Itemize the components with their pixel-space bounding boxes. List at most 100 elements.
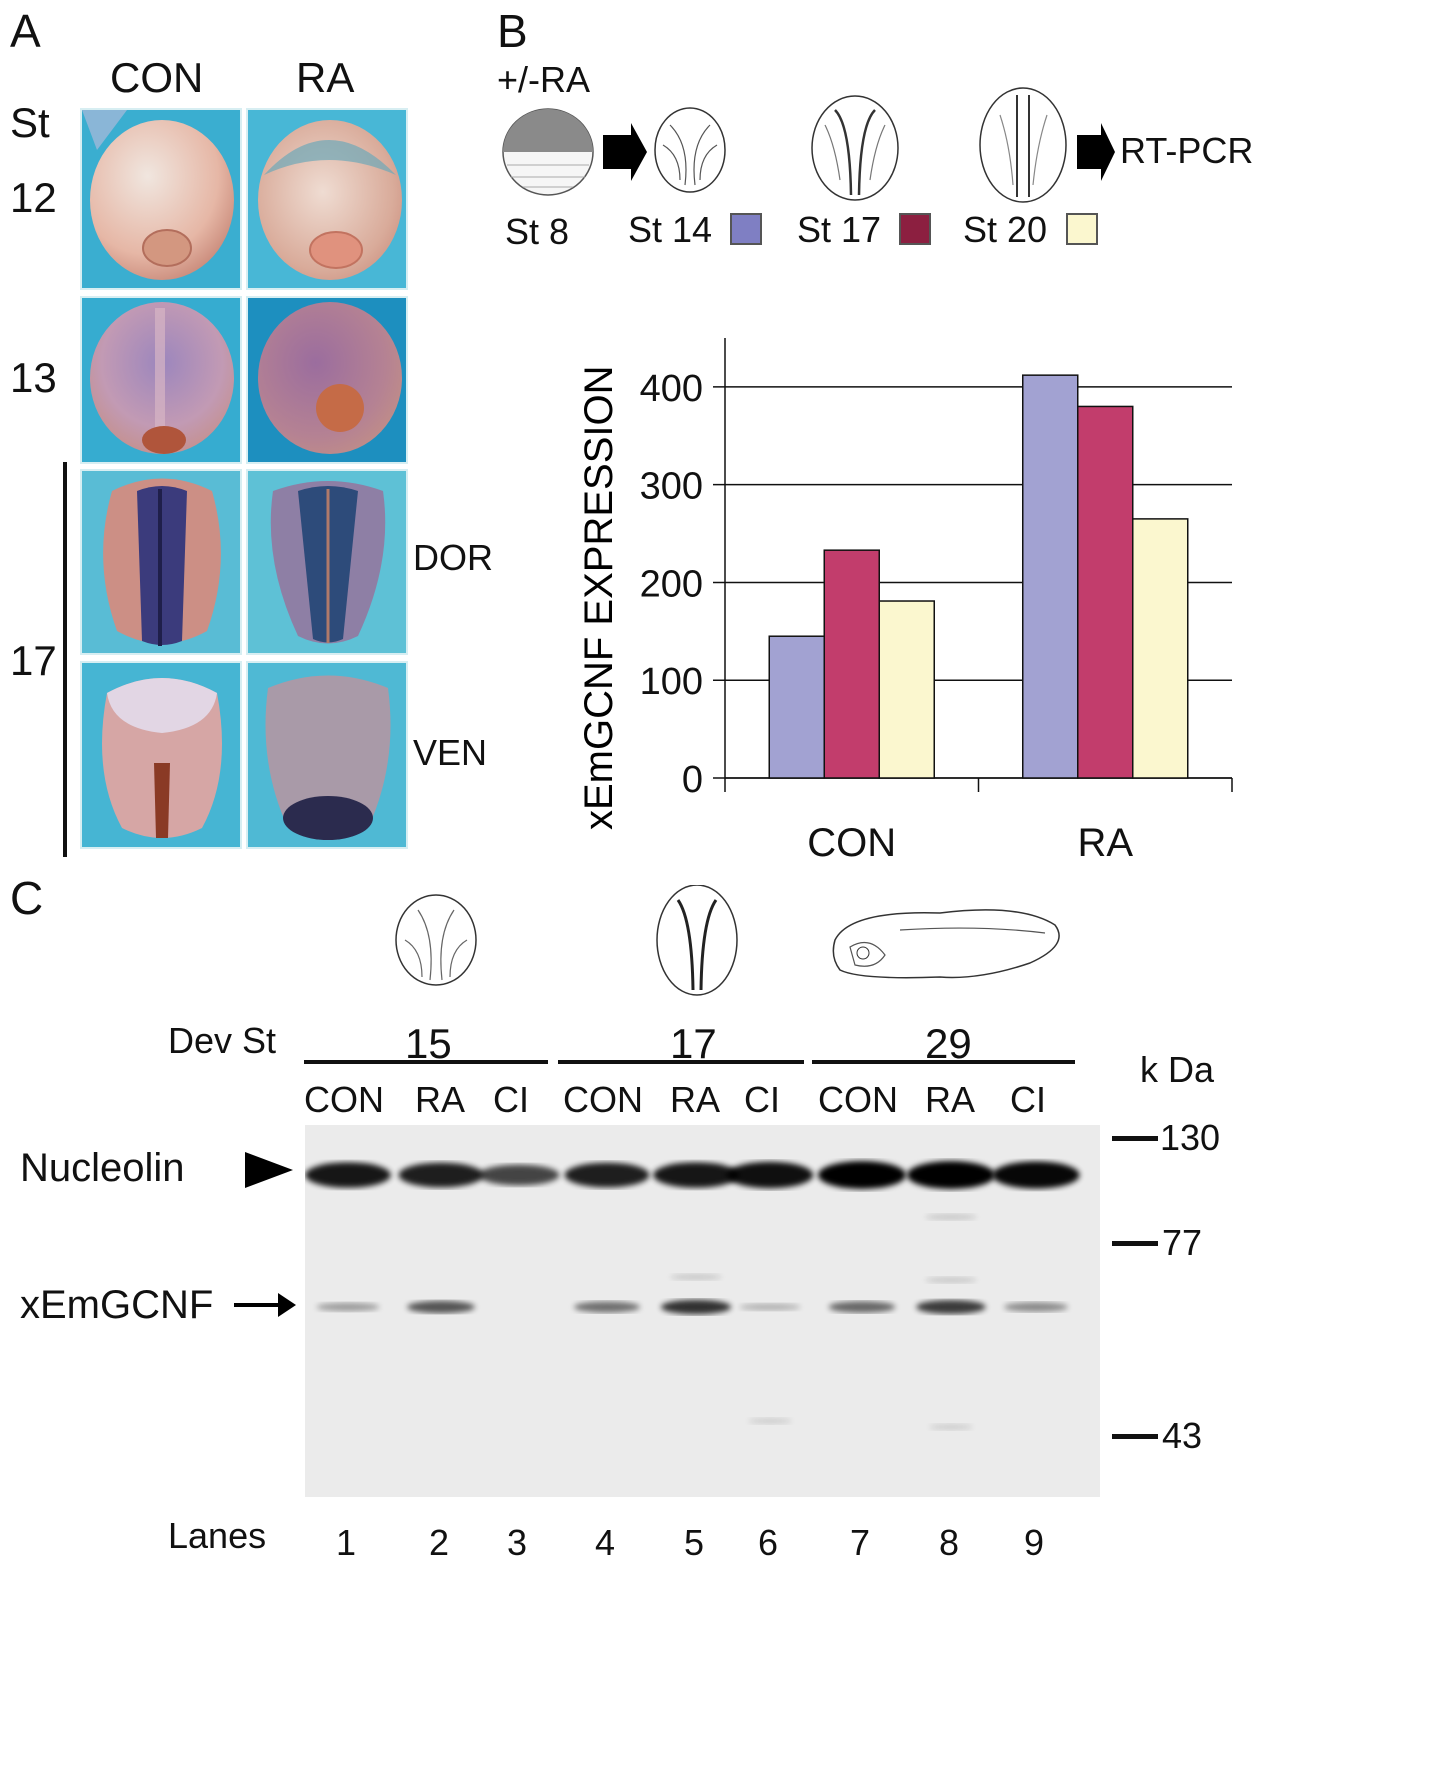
kda-label: k Da xyxy=(1140,1049,1215,1090)
st15-embryo-drawing xyxy=(395,894,477,986)
group-underline-15 xyxy=(304,1060,548,1064)
xemgcnf-band xyxy=(574,1301,640,1313)
nucleolin-label: Nucleolin xyxy=(20,1146,185,1190)
lanes-label: Lanes xyxy=(168,1515,267,1556)
legend-swatch-st14 xyxy=(730,213,762,245)
embryo-photo-con-st12 xyxy=(80,108,242,290)
arrowhead-icon xyxy=(245,1152,293,1188)
lane-condition-label: RA xyxy=(925,1079,976,1120)
stage-label-13: 13 xyxy=(10,354,57,401)
nucleolin-band xyxy=(992,1161,1080,1189)
lane-condition-label: CON xyxy=(304,1079,384,1120)
lane-number: 2 xyxy=(429,1522,450,1563)
embryo-photo-ra-st12 xyxy=(246,108,408,290)
y-axis-label: xEmGCNF EXPRESSION xyxy=(577,365,621,830)
marker-tick-130 xyxy=(1112,1136,1158,1141)
legend-swatch-st17 xyxy=(899,213,931,245)
xemgcnf-band xyxy=(407,1300,475,1314)
xemgcnf-band xyxy=(916,1300,986,1314)
treatment-label: +/-RA xyxy=(497,59,591,100)
lane-condition-label: RA xyxy=(415,1079,466,1120)
group-label-17: 17 xyxy=(670,1020,717,1067)
stage-st17-label: St 17 xyxy=(797,209,882,250)
lane-number: 3 xyxy=(507,1522,528,1563)
st17-embryo-drawing xyxy=(656,885,738,996)
nucleolin-band xyxy=(726,1161,814,1189)
marker-tick-77 xyxy=(1112,1241,1158,1246)
y-tick-label: 300 xyxy=(640,466,703,508)
x-category-label: RA xyxy=(1077,821,1133,865)
dev-stage-label: Dev St xyxy=(168,1020,277,1061)
readout-label: RT-PCR xyxy=(1120,130,1254,171)
lane-number: 6 xyxy=(758,1522,779,1563)
stage-label-17: 17 xyxy=(10,637,57,684)
western-blot-membrane xyxy=(305,1125,1100,1497)
embryo-photo-ra-st17-dorsal xyxy=(246,469,408,655)
lane-condition-label: CI xyxy=(744,1079,780,1120)
group-underline-29 xyxy=(812,1060,1075,1064)
bar-con-st14 xyxy=(768,635,825,779)
xemgcnf-band xyxy=(660,1299,732,1315)
lane-number: 4 xyxy=(595,1522,616,1563)
stage-st14-label: St 14 xyxy=(628,209,713,250)
bar-ra-st20 xyxy=(1132,518,1189,779)
bar-ra-st17 xyxy=(1077,405,1134,779)
marker-tick-43 xyxy=(1112,1434,1158,1439)
y-tick-label: 400 xyxy=(640,368,703,410)
stage-st20-label: St 20 xyxy=(963,209,1048,250)
panel-a-letter: A xyxy=(10,5,41,57)
st17-neurula-drawing xyxy=(811,95,899,201)
lane-condition-label: CON xyxy=(818,1079,898,1120)
embryo-stage-schematic xyxy=(502,87,1115,203)
faint-band xyxy=(670,1274,722,1280)
y-tick-label: 0 xyxy=(682,759,703,801)
lane-number: 7 xyxy=(850,1522,871,1563)
stage-label-12: 12 xyxy=(10,174,57,221)
st8-blastula-drawing xyxy=(502,108,594,196)
st14-neurula-drawing xyxy=(654,107,726,193)
col-header-ra: RA xyxy=(296,54,355,101)
nucleolin-band xyxy=(818,1161,906,1189)
nucleolin-band xyxy=(305,1162,391,1188)
marker-label-77: 77 xyxy=(1162,1222,1203,1263)
xemgcnf-band xyxy=(1003,1302,1069,1312)
lane-condition-label: RA xyxy=(670,1079,721,1120)
group-label-15: 15 xyxy=(405,1020,452,1067)
expression-bar-chart: xEmGCNF EXPRESSION 0 100 200 300 400 CON RA xyxy=(577,338,1233,865)
arrow-icon xyxy=(603,123,647,181)
lane-condition-label: CI xyxy=(493,1079,529,1120)
right-arrow-icon xyxy=(234,1293,296,1317)
lane-condition-label: CON xyxy=(563,1079,643,1120)
group-label-29: 29 xyxy=(925,1020,972,1067)
lane-number: 5 xyxy=(684,1522,705,1563)
embryo-stage-drawings xyxy=(395,885,1060,996)
xemgcnf-band xyxy=(316,1302,380,1312)
nucleolin-band xyxy=(398,1162,484,1188)
panel-b-letter: B xyxy=(497,5,528,57)
embryo-photo-ra-st13 xyxy=(246,296,408,464)
view-label-dorsal: DOR xyxy=(413,537,493,578)
embryo-photo-con-st13 xyxy=(80,296,242,464)
bar-con-st17 xyxy=(823,549,880,779)
stage-header: St xyxy=(10,99,50,146)
nucleolin-band xyxy=(653,1162,739,1188)
embryo-photo-ra-st17-ventral xyxy=(246,661,408,849)
lane-number: 1 xyxy=(336,1522,357,1563)
view-label-ventral: VEN xyxy=(413,732,488,773)
target-label: xEmGCNF xyxy=(20,1283,214,1327)
y-tick-label: 100 xyxy=(640,661,703,703)
group-underline-17 xyxy=(558,1060,804,1064)
nucleolin-band xyxy=(907,1161,995,1189)
marker-label-130: 130 xyxy=(1160,1117,1221,1158)
x-category-label: CON xyxy=(807,821,896,865)
st29-tailbud-drawing xyxy=(832,909,1060,979)
faint-band xyxy=(925,1277,977,1283)
faint-band xyxy=(929,1424,973,1430)
st20-neurula-drawing xyxy=(979,87,1067,203)
bar-ra-st14 xyxy=(1022,374,1079,779)
legend-swatch-st20 xyxy=(1066,213,1098,245)
lane-condition-label: CI xyxy=(1010,1079,1046,1120)
lane-number: 8 xyxy=(939,1522,960,1563)
nucleolin-band xyxy=(478,1164,560,1186)
lane-number: 9 xyxy=(1024,1522,1045,1563)
